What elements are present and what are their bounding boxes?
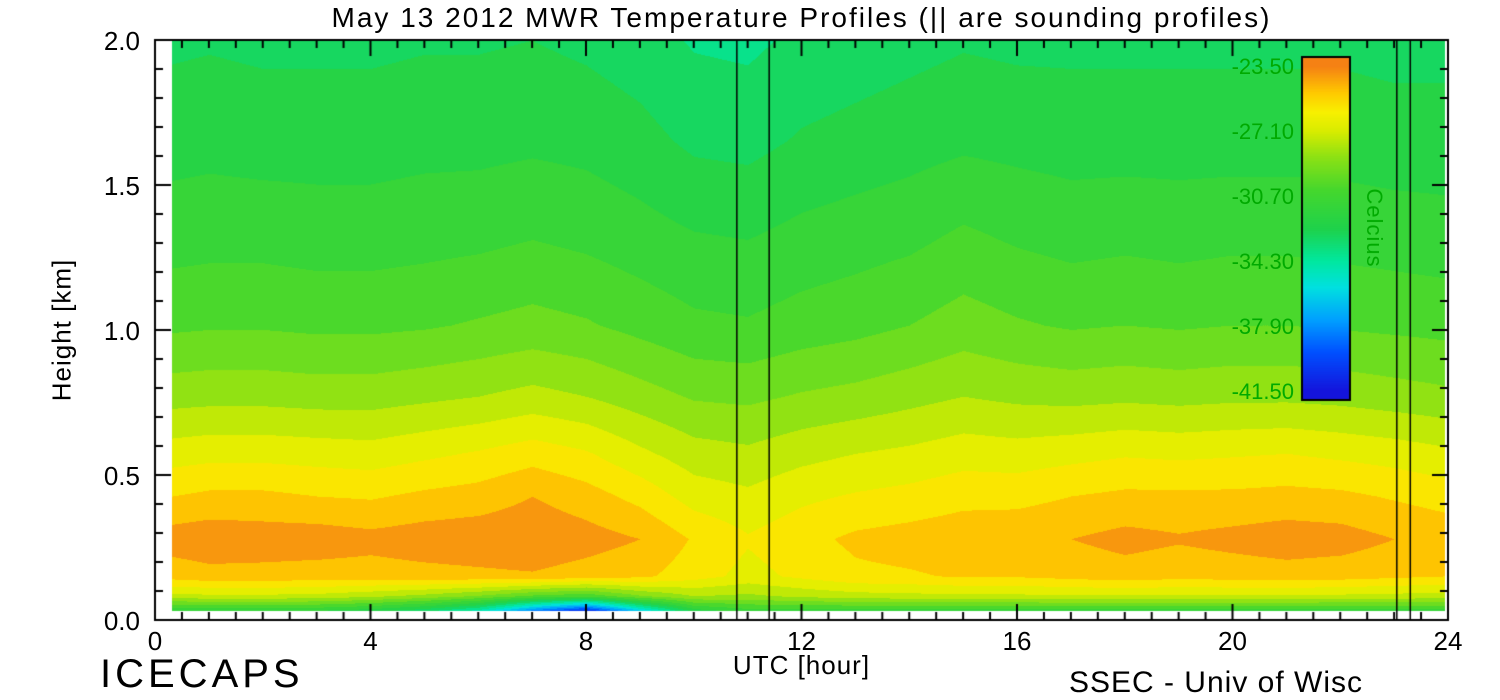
x-tick-label: 20 xyxy=(1218,626,1247,656)
colorbar-title: Celcius xyxy=(1362,188,1387,268)
y-tick-label: 1.0 xyxy=(103,316,140,346)
x-tick-label: 24 xyxy=(1433,626,1463,656)
colorbar-tick-label: -37.90 xyxy=(1231,313,1294,339)
colorbar-tick-label: -34.30 xyxy=(1231,248,1294,274)
x-tick-label: 8 xyxy=(578,626,594,656)
chart-title: May 13 2012 MWR Temperature Profiles (||… xyxy=(331,2,1272,33)
colorbar-tick-label: -41.50 xyxy=(1231,378,1294,404)
y-tick-label: 1.5 xyxy=(103,171,140,201)
x-tick-label: 0 xyxy=(147,626,163,656)
project-label: ICECAPS xyxy=(100,652,304,696)
x-tick-label: 4 xyxy=(363,626,378,656)
x-tick-label: 16 xyxy=(1002,626,1032,656)
x-axis-label: UTC [hour] xyxy=(732,650,871,680)
colorbar-tick-label: -23.50 xyxy=(1231,54,1294,80)
colorbar-tick-label: -30.70 xyxy=(1231,184,1294,209)
y-tick-label: 2.0 xyxy=(103,26,140,56)
y-tick-label: 0.0 xyxy=(103,606,140,636)
institution-label: SSEC - Univ of Wisc xyxy=(1068,666,1363,699)
colorbar-tick-label: -27.10 xyxy=(1231,119,1294,145)
x-tick-label: 12 xyxy=(787,626,816,656)
y-tick-label: 0.5 xyxy=(103,461,140,491)
